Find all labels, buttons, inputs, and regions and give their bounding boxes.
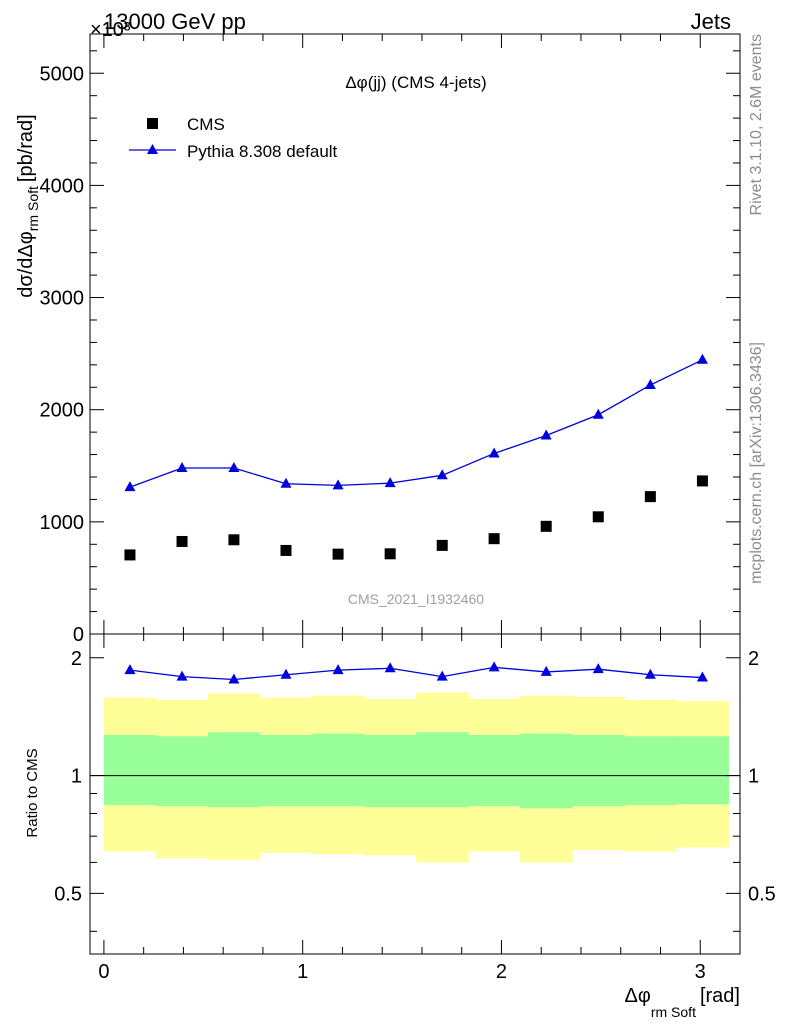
ratio-panel: 0 1 2 3 0.5 0.5 1 1 2 2 Ratio to CMS [24,633,776,983]
pythia-point [540,429,552,440]
legend: CMS Pythia 8.308 default [129,115,338,161]
legend-cms-label: CMS [187,115,225,134]
band-inner-bin [572,734,625,807]
cms-point [644,491,656,503]
y-tick-label: 5000 [40,63,85,85]
rivet-label: Rivet 3.1.10, 2.6M events [748,34,765,215]
y-tick-label: 3000 [40,288,85,310]
ratio-marks [90,661,740,863]
pythia-point [696,353,708,364]
ratio-point [644,668,656,679]
y-tick-label: 1000 [40,512,85,534]
legend-cms-marker [147,118,158,129]
band-inner-bin [259,734,313,807]
ratio-point [384,662,396,673]
ratio-tick-label: 1 [71,766,82,788]
band-inner-bin [208,732,261,808]
header-left: 13000 GeV pp [104,9,246,34]
ratio-tick-label-right: 0.5 [748,883,776,905]
y-axis-title: dσ/dΔφrm Soft [pb/rad] [15,114,41,297]
cms-point [228,534,240,546]
ratio-point [124,664,136,675]
y-tick-label: 0 [73,624,84,646]
ratio-tick-label-right: 2 [748,648,759,670]
pythia-point [488,447,500,458]
pythia-point [124,481,136,492]
cms-point [280,544,292,556]
x-tick-label: 0 [98,961,109,983]
legend-pythia-label: Pythia 8.308 default [187,142,338,161]
cms-point [540,520,552,532]
main-marks [124,353,708,561]
band-inner-bin [676,736,729,805]
ratio-tick-label-right: 1 [748,766,759,788]
cms-point [696,475,708,487]
cms-point [436,539,448,551]
x-tick-label: 2 [496,961,507,983]
legend-pythia-marker [147,144,158,154]
ratio-tick-label: 0.5 [54,883,82,905]
ratio-axis-title: Ratio to CMS [24,748,41,837]
pythia-point [332,479,344,490]
y-tick-label: 4000 [40,175,85,197]
x-axis-title-sub: rm Soft [651,1004,696,1020]
x-tick-label: 3 [695,961,706,983]
header-right: Jets [691,9,731,34]
cms-point [592,511,604,523]
x-axis-title: Δφrm Soft[rad] [625,985,740,1020]
mcplots-label: mcplots.cern.ch [arXiv:1306.3436] [748,342,765,584]
y-tick-label: 2000 [40,400,85,422]
cms-point [332,548,344,560]
band-inner-bin [155,736,209,807]
cms-point [488,533,500,545]
ratio-axes: 0 1 2 3 0.5 0.5 1 1 2 2 [54,634,776,983]
main-panel: 0 1000 2000 3000 4000 5000 Δφ(jj) (CMS 4-jets… [15,33,741,646]
band-inner-bin [520,733,573,809]
ratio-point [436,670,448,681]
watermark: CMS_2021_I1932460 [348,591,484,607]
pythia-point [592,408,604,419]
ratio-point [332,664,344,675]
ratio-tick-label: 2 [71,648,82,670]
pythia-point [228,462,240,473]
cms-point [124,549,136,561]
x-axis-title-main: Δφ [625,985,651,1007]
pythia-point [280,477,292,488]
pythia-point [436,469,448,480]
y-axis-title-sub: rm Soft [25,186,41,231]
pythia-point [384,477,396,488]
ratio-series-line [129,666,703,681]
chart-title: Δφ(jj) (CMS 4-jets) [345,73,486,92]
ratio-point [176,670,188,681]
ratio-point [228,673,240,684]
ratio-point [696,671,708,682]
band-inner-bin [312,733,365,807]
ratio-point [592,663,604,674]
band-inner-bin [103,734,157,806]
band-inner-bin [416,732,469,808]
ratio-frame [89,633,741,955]
pythia-line [129,359,703,488]
x-axis-title-unit: [rad] [700,985,740,1007]
band-inner-bin [468,734,521,807]
cms-point [384,548,396,560]
main-axes: 0 1000 2000 3000 4000 5000 [40,34,741,646]
exponent-label: ×10³ [90,19,131,41]
y-axis-title-unit: [pb/rad] [15,114,37,182]
y-axis-title-main: dσ/dΔφ [15,231,37,298]
ratio-point [540,665,552,676]
pythia-point [176,462,188,473]
ratio-point [488,661,500,672]
ratio-point [280,668,292,679]
pythia-point [644,379,656,390]
band-inner-bin [624,736,677,806]
cms-point [176,535,188,547]
band-inner-bin [364,734,417,808]
x-tick-label: 1 [297,961,308,983]
